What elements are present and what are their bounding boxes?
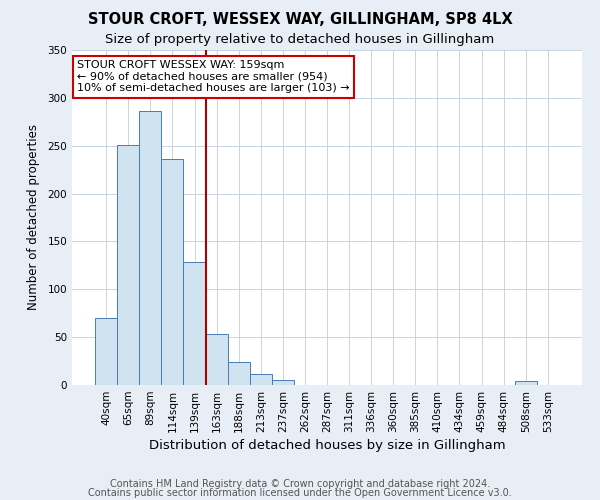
Text: STOUR CROFT WESSEX WAY: 159sqm
← 90% of detached houses are smaller (954)
10% of: STOUR CROFT WESSEX WAY: 159sqm ← 90% of … (77, 60, 350, 93)
Bar (184, 262, 206, 385)
Text: Size of property relative to detached houses in Gillingham: Size of property relative to detached ho… (106, 32, 494, 46)
X-axis label: Distribution of detached houses by size in Gillingham: Distribution of detached houses by size … (149, 439, 505, 452)
Bar (139, 112, 161, 385)
Y-axis label: Number of detached properties: Number of detached properties (28, 124, 40, 310)
Bar (117, 145, 139, 385)
Bar (161, 159, 184, 385)
Bar (515, 381, 537, 385)
Text: Contains HM Land Registry data © Crown copyright and database right 2024.: Contains HM Land Registry data © Crown c… (110, 479, 490, 489)
Bar (206, 334, 227, 385)
Bar (95, 318, 117, 385)
Bar (250, 374, 272, 385)
Bar (227, 362, 250, 385)
Text: STOUR CROFT, WESSEX WAY, GILLINGHAM, SP8 4LX: STOUR CROFT, WESSEX WAY, GILLINGHAM, SP8… (88, 12, 512, 28)
Text: Contains public sector information licensed under the Open Government Licence v3: Contains public sector information licen… (88, 488, 512, 498)
Bar (272, 380, 294, 385)
